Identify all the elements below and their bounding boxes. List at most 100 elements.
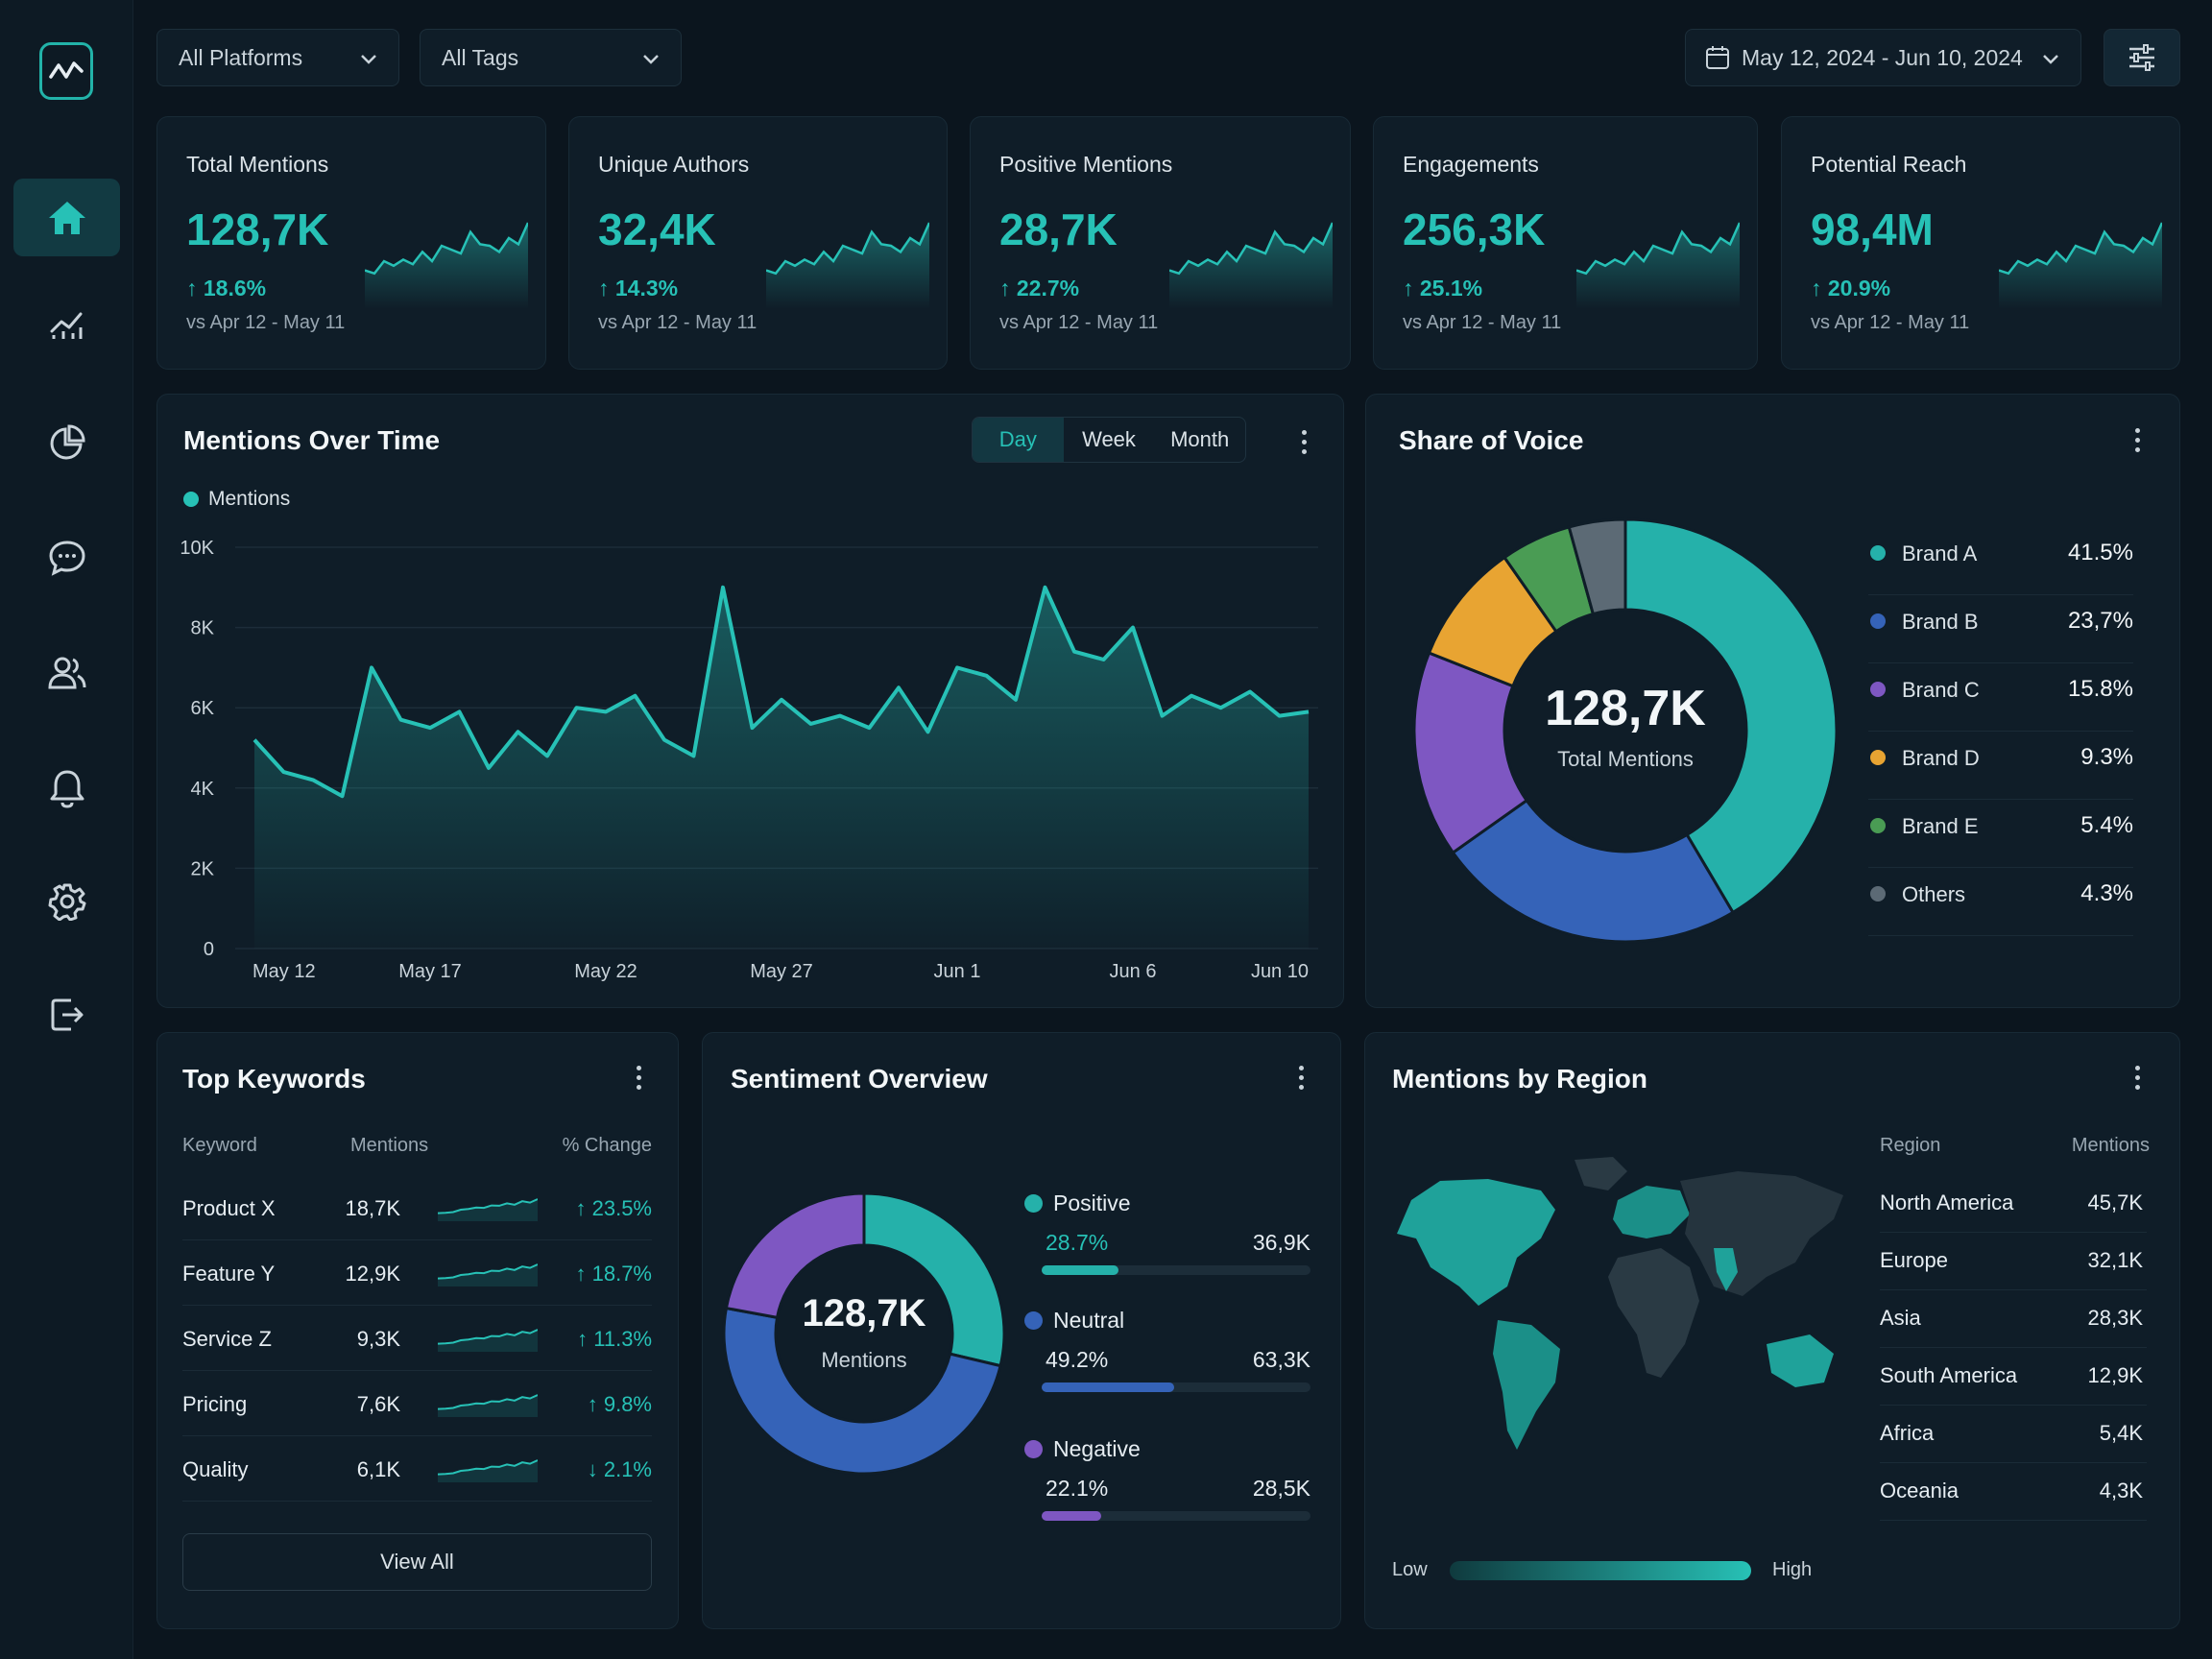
data-point[interactable] — [633, 693, 638, 699]
data-point[interactable] — [340, 793, 346, 799]
table-row[interactable]: Africa 5,4K — [1880, 1406, 2147, 1463]
kpi-card[interactable]: Total Mentions 128,7K ↑ 18.6% vs Apr 12 … — [156, 116, 546, 370]
tab-month[interactable]: Month — [1170, 427, 1230, 451]
tab-week[interactable]: Week — [1082, 427, 1136, 451]
nav-home[interactable] — [13, 179, 120, 256]
data-point[interactable] — [750, 725, 756, 731]
data-point[interactable] — [984, 673, 990, 679]
data-point[interactable] — [720, 585, 726, 590]
data-point[interactable] — [516, 729, 521, 734]
more-options-icon[interactable] — [1302, 430, 1311, 459]
data-point[interactable] — [252, 737, 257, 743]
data-point[interactable] — [661, 737, 667, 743]
map-greenland[interactable] — [1575, 1157, 1627, 1190]
data-point[interactable] — [926, 729, 931, 734]
data-point[interactable] — [896, 685, 902, 690]
more-options-icon[interactable] — [2135, 428, 2145, 457]
data-point[interactable] — [1306, 709, 1311, 714]
donut-slice-brand-b[interactable] — [1451, 798, 1736, 944]
table-row[interactable]: Quality 6,1K ↓ 2.1% — [182, 1436, 652, 1502]
data-point[interactable] — [1013, 697, 1019, 703]
donut-slice-brand-a[interactable] — [1623, 517, 1839, 915]
view-all-button[interactable]: View All — [182, 1533, 652, 1591]
map-asia[interactable] — [1680, 1171, 1843, 1296]
data-point[interactable] — [486, 765, 492, 771]
sov-legend-row[interactable]: Brand E 5.4% — [1868, 801, 2133, 868]
nav-logout[interactable] — [13, 975, 120, 1053]
kpi-card[interactable]: Potential Reach 98,4M ↑ 20.9% vs Apr 12 … — [1781, 116, 2180, 370]
data-point[interactable] — [398, 717, 404, 723]
map-north-america[interactable] — [1397, 1179, 1555, 1306]
keyword-name: Service Z — [182, 1327, 272, 1351]
data-point[interactable] — [1043, 585, 1048, 590]
nav-messages[interactable] — [13, 518, 120, 596]
data-point[interactable] — [369, 664, 374, 670]
nav-reports[interactable] — [13, 403, 120, 481]
donut-slice-positive[interactable] — [862, 1191, 1006, 1368]
table-row[interactable]: Pricing 7,6K ↑ 9.8% — [182, 1371, 652, 1436]
table-row[interactable]: Feature Y 12,9K ↑ 18.7% — [182, 1240, 652, 1306]
date-range-picker[interactable]: May 12, 2024 - Jun 10, 2024 — [1685, 29, 2081, 86]
map-oceania[interactable] — [1767, 1334, 1834, 1387]
table-row[interactable]: South America 12,9K — [1880, 1348, 2147, 1406]
data-point[interactable] — [1277, 713, 1283, 719]
donut-slice-others[interactable] — [1567, 517, 1627, 616]
map-europe[interactable] — [1613, 1186, 1690, 1238]
kpi-card[interactable]: Unique Authors 32,4K ↑ 14.3% vs Apr 12 -… — [568, 116, 948, 370]
data-point[interactable] — [691, 753, 697, 758]
data-point[interactable] — [427, 725, 433, 731]
data-point[interactable] — [1247, 688, 1253, 694]
app-logo[interactable] — [39, 42, 93, 100]
table-row[interactable]: Oceania 4,3K — [1880, 1463, 2147, 1521]
sov-legend-row[interactable]: Brand B 23,7% — [1868, 596, 2133, 663]
map-south-america[interactable] — [1493, 1320, 1560, 1450]
nav-analytics[interactable] — [13, 286, 120, 364]
platform-filter[interactable]: All Platforms — [156, 29, 399, 86]
table-row[interactable]: Product X 18,7K ↑ 23.5% — [182, 1175, 652, 1240]
map-india[interactable] — [1714, 1248, 1738, 1291]
data-point[interactable] — [837, 713, 843, 719]
table-row[interactable]: Service Z 9,3K ↑ 11.3% — [182, 1306, 652, 1371]
sov-legend-row[interactable]: Others 4.3% — [1868, 869, 2133, 936]
data-point[interactable] — [603, 709, 609, 714]
data-point[interactable] — [867, 725, 873, 731]
sov-legend-row[interactable]: Brand C 15.8% — [1868, 664, 2133, 732]
nav-audience[interactable] — [13, 634, 120, 711]
chevron-down-icon — [643, 55, 659, 64]
y-tick-label: 0 — [204, 939, 214, 960]
more-options-icon[interactable] — [2135, 1066, 2145, 1094]
data-point[interactable] — [1071, 649, 1077, 655]
data-point[interactable] — [281, 769, 287, 775]
data-point[interactable] — [1218, 705, 1224, 710]
data-point[interactable] — [544, 753, 550, 758]
kpi-card[interactable]: Engagements 256,3K ↑ 25.1% vs Apr 12 - M… — [1373, 116, 1758, 370]
data-point[interactable] — [954, 664, 960, 670]
nav-settings[interactable] — [13, 862, 120, 940]
region-name: North America — [1880, 1190, 2014, 1214]
tags-filter[interactable]: All Tags — [420, 29, 682, 86]
data-point[interactable] — [1101, 657, 1107, 662]
data-point[interactable] — [1189, 693, 1194, 699]
data-point[interactable] — [1130, 625, 1136, 631]
data-point[interactable] — [808, 721, 814, 727]
data-point[interactable] — [310, 777, 316, 782]
table-row[interactable]: Europe 32,1K — [1880, 1233, 2147, 1290]
data-point[interactable] — [457, 709, 463, 714]
nav-alerts[interactable] — [13, 749, 120, 827]
donut-slice-neutral[interactable] — [722, 1306, 1002, 1476]
table-row[interactable]: Asia 28,3K — [1880, 1290, 2147, 1348]
filter-settings-button[interactable] — [2104, 29, 2180, 86]
sov-legend-row[interactable]: Brand D 9.3% — [1868, 733, 2133, 800]
donut-slice-negative[interactable] — [724, 1191, 866, 1320]
more-options-icon[interactable] — [1299, 1066, 1309, 1094]
kpi-card[interactable]: Positive Mentions 28,7K ↑ 22.7% vs Apr 1… — [970, 116, 1351, 370]
data-point[interactable] — [779, 697, 784, 703]
table-row[interactable]: North America 45,7K — [1880, 1175, 2147, 1233]
more-options-icon[interactable] — [637, 1066, 646, 1094]
sov-legend-row[interactable]: Brand A 41.5% — [1868, 528, 2133, 595]
mentions-header: Mentions — [350, 1135, 429, 1156]
map-africa[interactable] — [1608, 1248, 1699, 1378]
tab-day[interactable]: Day — [973, 418, 1064, 462]
data-point[interactable] — [1160, 713, 1166, 719]
data-point[interactable] — [574, 705, 580, 710]
